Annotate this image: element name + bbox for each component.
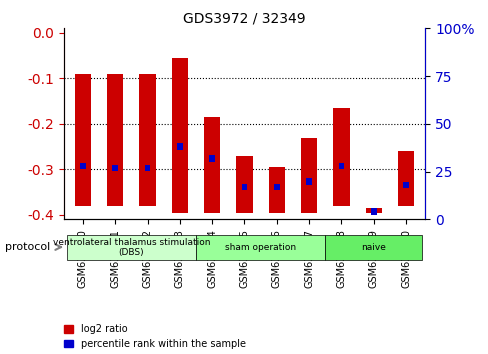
Bar — [236, 156, 252, 213]
Bar — [107, 74, 123, 206]
Bar — [397, 151, 413, 206]
Bar — [301, 138, 317, 213]
Bar — [75, 74, 91, 206]
Bar — [338, 162, 344, 169]
Bar — [177, 143, 183, 150]
Bar — [80, 162, 85, 169]
Bar — [112, 165, 118, 171]
Text: naive: naive — [361, 243, 386, 252]
Bar — [241, 184, 247, 190]
Bar — [333, 108, 349, 206]
Text: ventrolateral thalamus stimulation
(DBS): ventrolateral thalamus stimulation (DBS) — [53, 238, 210, 257]
Bar — [403, 182, 408, 188]
Title: GDS3972 / 32349: GDS3972 / 32349 — [183, 12, 305, 26]
Bar — [203, 117, 220, 213]
Bar — [305, 178, 311, 184]
Bar — [370, 209, 376, 215]
Bar — [144, 165, 150, 171]
Text: protocol: protocol — [5, 242, 50, 252]
Text: sham operation: sham operation — [224, 243, 296, 252]
Bar — [268, 167, 285, 213]
Bar — [209, 155, 215, 162]
Bar — [139, 74, 155, 206]
Bar — [273, 184, 279, 190]
Bar — [171, 58, 187, 213]
Bar — [365, 208, 381, 213]
Legend: log2 ratio, percentile rank within the sample: log2 ratio, percentile rank within the s… — [63, 324, 245, 349]
